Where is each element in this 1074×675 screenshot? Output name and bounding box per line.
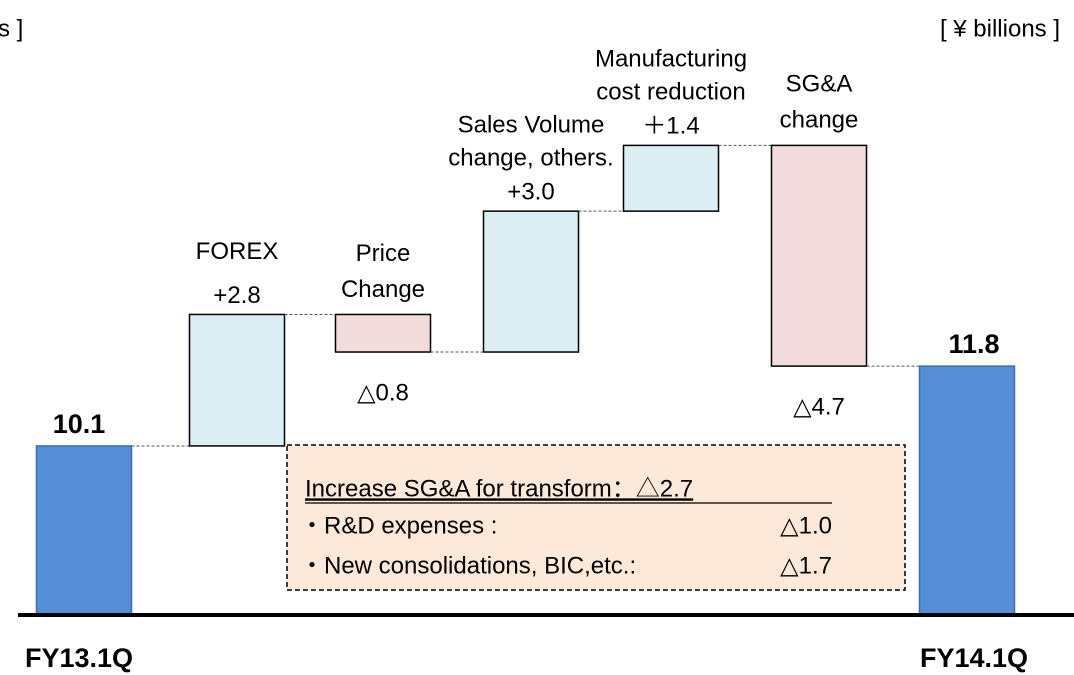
category-label: change, others. — [448, 144, 613, 171]
note-item-value: △1.0 — [780, 512, 832, 539]
bar — [35, 445, 133, 616]
bar — [482, 210, 580, 353]
bar — [918, 365, 1016, 616]
bar — [188, 313, 286, 447]
note-box — [286, 444, 906, 591]
category-label: change — [780, 107, 859, 134]
category-label: SG&A — [786, 71, 853, 98]
unit-label: [ ¥ billions ] — [940, 15, 1060, 42]
category-label: FY14.1Q — [920, 643, 1028, 673]
value-label: +2.8 — [213, 282, 260, 309]
category-label: Sales Volume — [458, 111, 605, 138]
category-label: Price — [356, 240, 411, 267]
note-item-value: △1.7 — [780, 552, 832, 579]
note-item: ・R&D expenses : — [300, 512, 497, 539]
value-label: +3.0 — [507, 178, 554, 205]
note-title: Increase SG&A for transform：△2.7 — [305, 475, 693, 502]
bar — [334, 313, 432, 353]
category-label: Change — [341, 276, 425, 303]
category-label: Manufacturing — [595, 46, 747, 73]
bar — [770, 144, 868, 367]
category-label: cost reduction — [596, 79, 745, 106]
value-label: ＋1.4 — [642, 113, 699, 140]
value-label: △4.7 — [793, 393, 845, 420]
category-label: FY13.1Q — [25, 643, 133, 673]
value-label: 10.1 — [53, 409, 106, 439]
category-label: FOREX — [196, 238, 279, 265]
bar — [622, 144, 720, 212]
note-item: ・New consolidations, BIC,etc.: — [300, 552, 636, 579]
value-label: 11.8 — [948, 329, 999, 359]
unit-label-cropped: s ] — [0, 15, 23, 42]
value-label: △0.8 — [357, 379, 409, 406]
